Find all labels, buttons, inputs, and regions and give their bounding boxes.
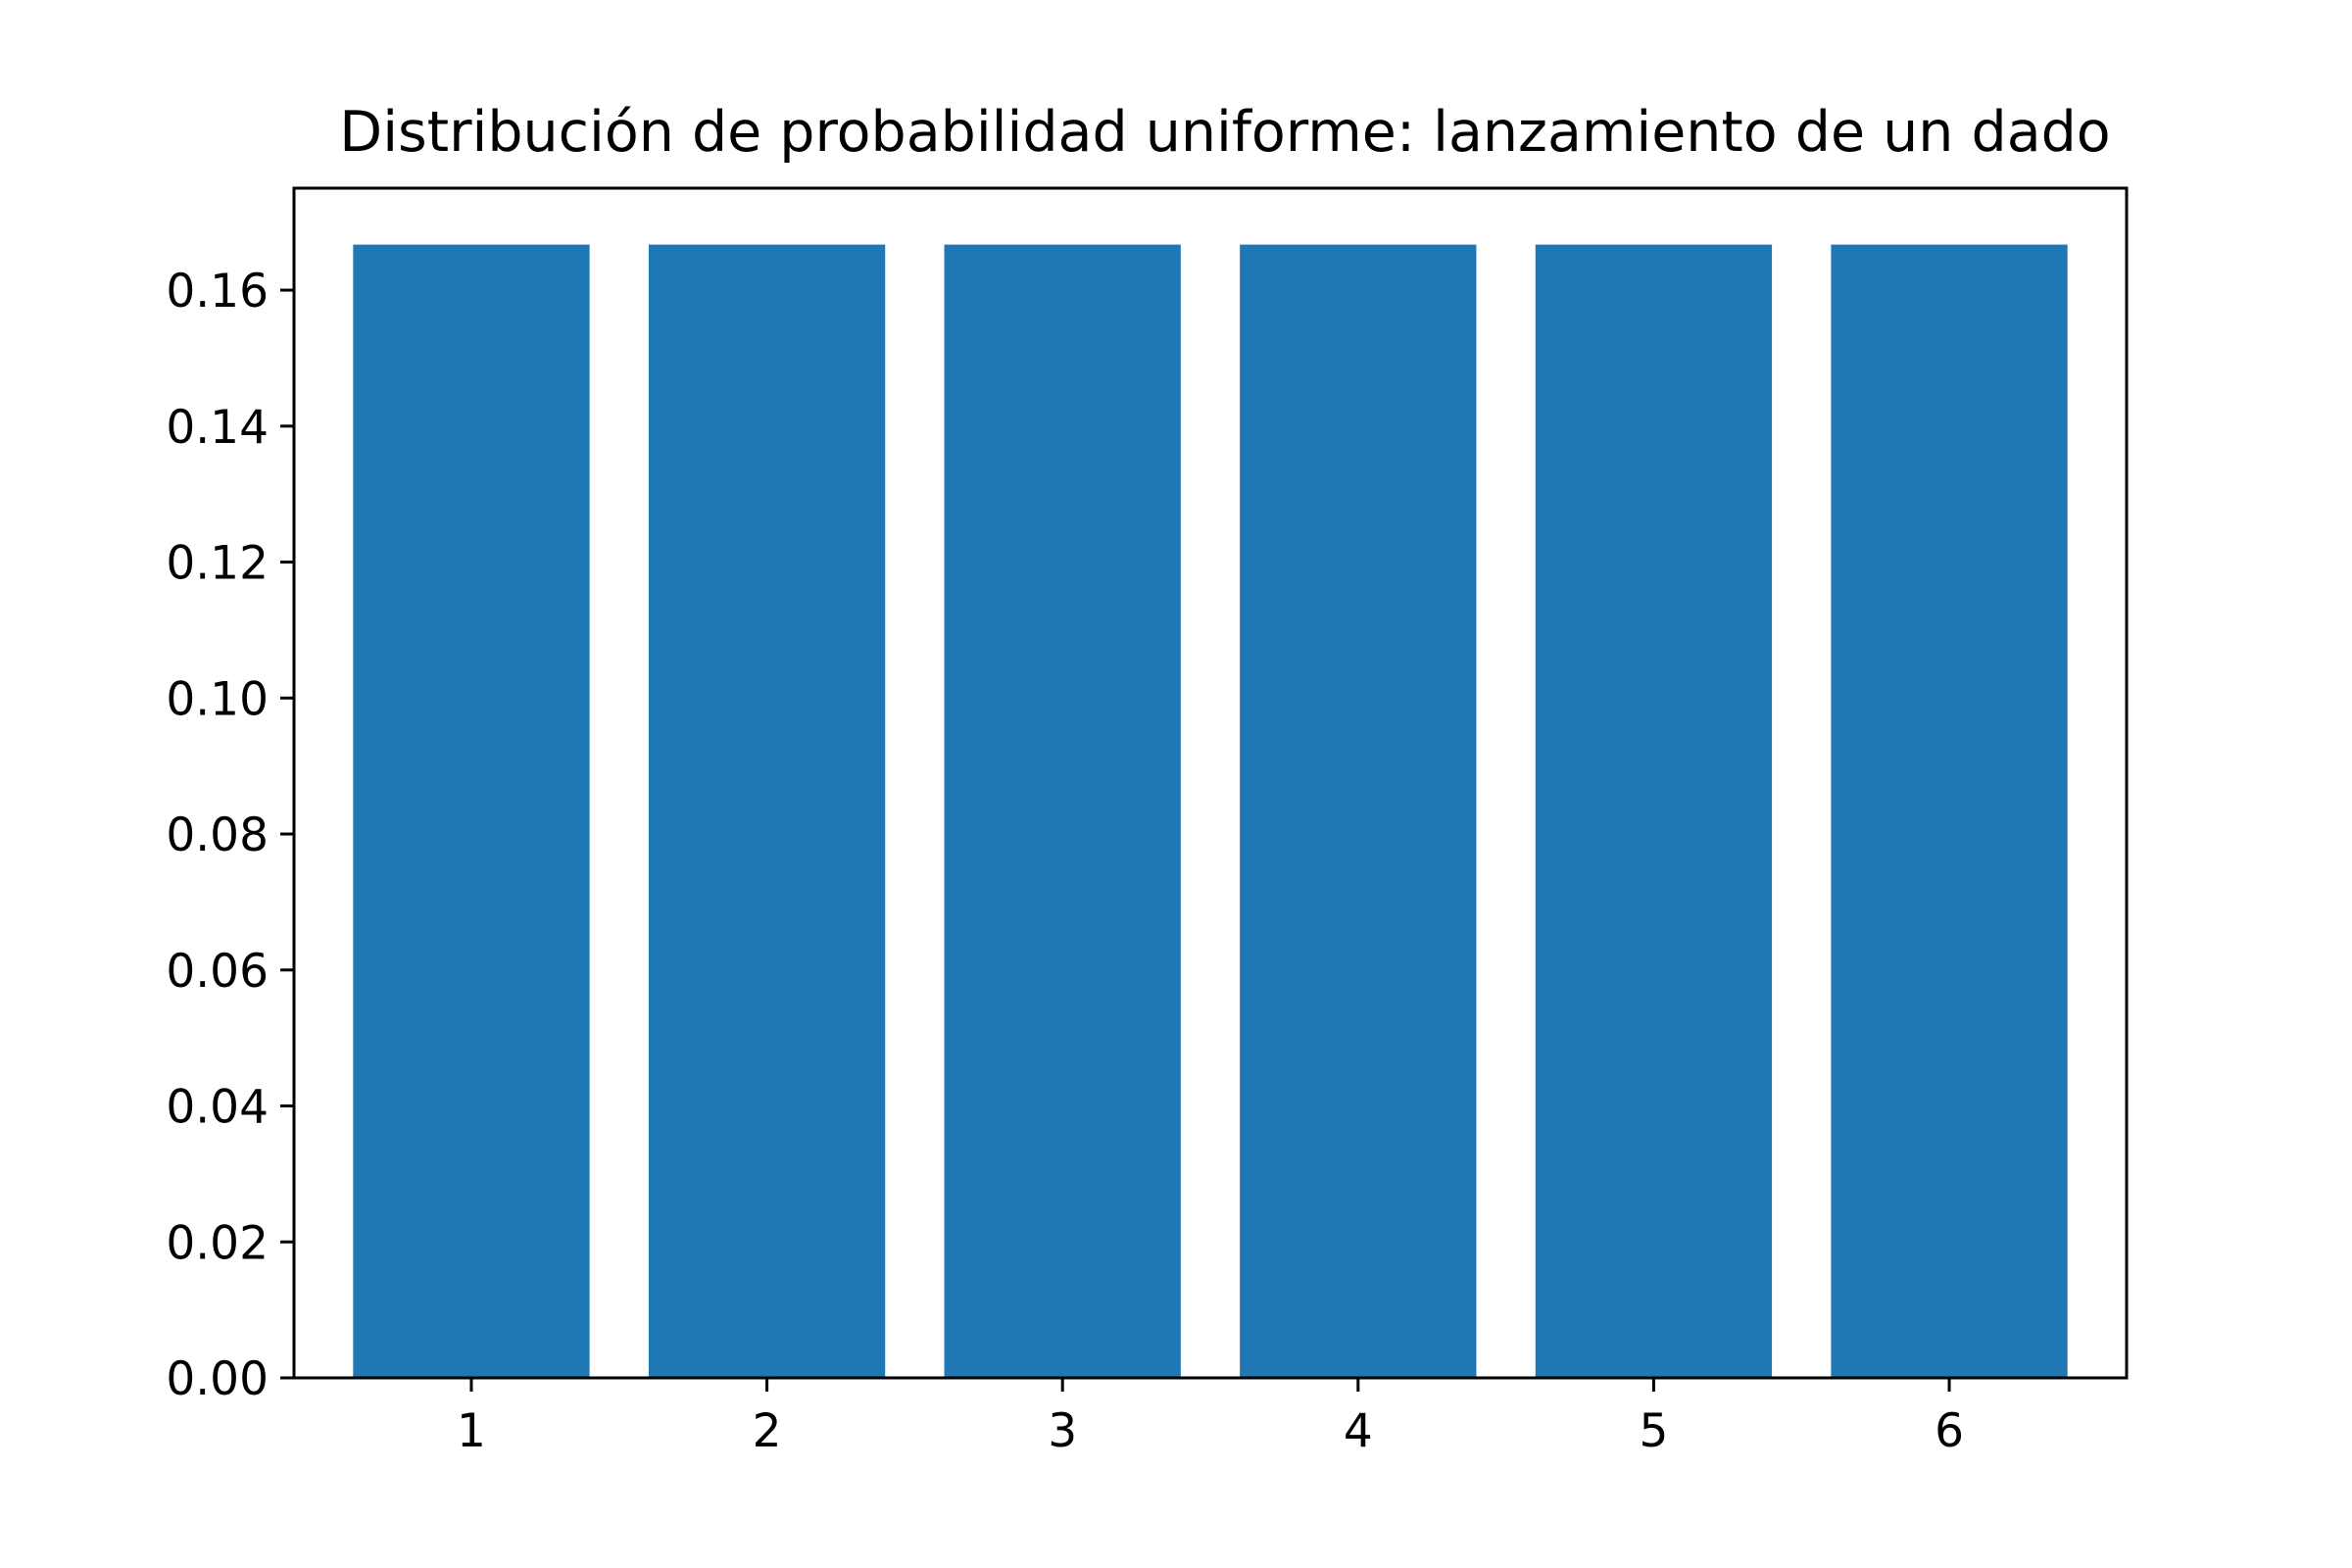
x-tick-label: 5	[1639, 1404, 1668, 1458]
bars-group	[353, 244, 2068, 1379]
chart-title: Distribución de probabilidad uniforme: l…	[339, 100, 2110, 165]
bar-5	[1535, 244, 1773, 1379]
y-tick-label: 0.14	[166, 401, 269, 455]
bar-3	[944, 244, 1181, 1379]
x-tick-label: 4	[1344, 1404, 1373, 1458]
y-tick-label: 0.10	[166, 672, 269, 726]
y-axis: 0.00 0.02 0.04 0.06 0.08 0.10 0.12 0.14 0.16	[166, 265, 294, 1406]
bar-4	[1240, 244, 1477, 1379]
x-tick-label: 1	[457, 1404, 486, 1458]
y-tick-label: 0.00	[166, 1352, 269, 1406]
y-tick-label: 0.08	[166, 808, 269, 862]
y-tick-label: 0.02	[166, 1216, 269, 1270]
x-tick-label: 6	[1935, 1404, 1964, 1458]
axes-frame	[292, 186, 2129, 1380]
x-axis: 1 2 3 4 5 6	[457, 1378, 1964, 1458]
x-tick-label: 3	[1048, 1404, 1077, 1458]
bar-1	[353, 244, 590, 1379]
y-tick-label: 0.16	[166, 265, 269, 318]
y-tick-label: 0.04	[166, 1081, 269, 1135]
x-tick-label: 2	[753, 1404, 782, 1458]
y-tick-label: 0.06	[166, 945, 269, 999]
bar-6	[1831, 244, 2068, 1379]
bar-2	[648, 244, 886, 1379]
y-tick-label: 0.12	[166, 537, 269, 591]
